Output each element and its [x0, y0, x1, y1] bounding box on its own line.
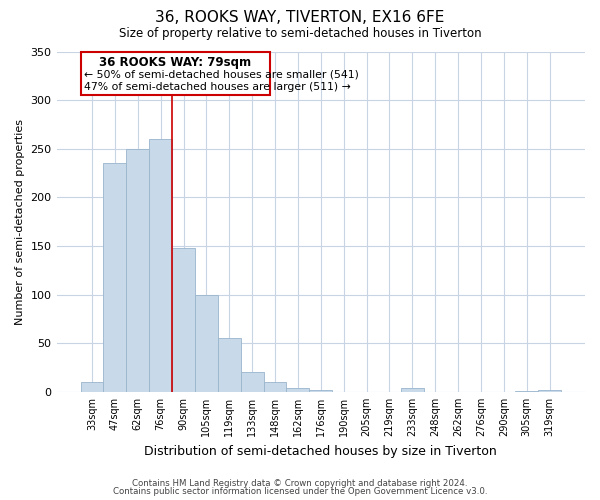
Text: 36, ROOKS WAY, TIVERTON, EX16 6FE: 36, ROOKS WAY, TIVERTON, EX16 6FE	[155, 10, 445, 25]
Bar	[538, 390, 561, 392]
Bar	[263, 382, 286, 392]
Bar	[127, 149, 149, 392]
Text: ← 50% of semi-detached houses are smaller (541): ← 50% of semi-detached houses are smalle…	[84, 70, 359, 80]
Bar	[172, 248, 195, 392]
X-axis label: Distribution of semi-detached houses by size in Tiverton: Distribution of semi-detached houses by …	[145, 444, 497, 458]
Bar	[310, 390, 332, 392]
Bar	[241, 372, 263, 392]
Bar	[286, 388, 310, 392]
Bar	[80, 382, 103, 392]
Bar	[401, 388, 424, 392]
FancyBboxPatch shape	[80, 52, 271, 96]
Text: Contains public sector information licensed under the Open Government Licence v3: Contains public sector information licen…	[113, 487, 487, 496]
Bar	[195, 294, 218, 392]
Text: Contains HM Land Registry data © Crown copyright and database right 2024.: Contains HM Land Registry data © Crown c…	[132, 478, 468, 488]
Bar	[149, 139, 172, 392]
Y-axis label: Number of semi-detached properties: Number of semi-detached properties	[15, 118, 25, 324]
Text: 36 ROOKS WAY: 79sqm: 36 ROOKS WAY: 79sqm	[100, 56, 251, 68]
Text: 47% of semi-detached houses are larger (511) →: 47% of semi-detached houses are larger (…	[84, 82, 351, 92]
Text: Size of property relative to semi-detached houses in Tiverton: Size of property relative to semi-detach…	[119, 28, 481, 40]
Bar	[103, 164, 127, 392]
Bar	[515, 391, 538, 392]
Bar	[218, 338, 241, 392]
